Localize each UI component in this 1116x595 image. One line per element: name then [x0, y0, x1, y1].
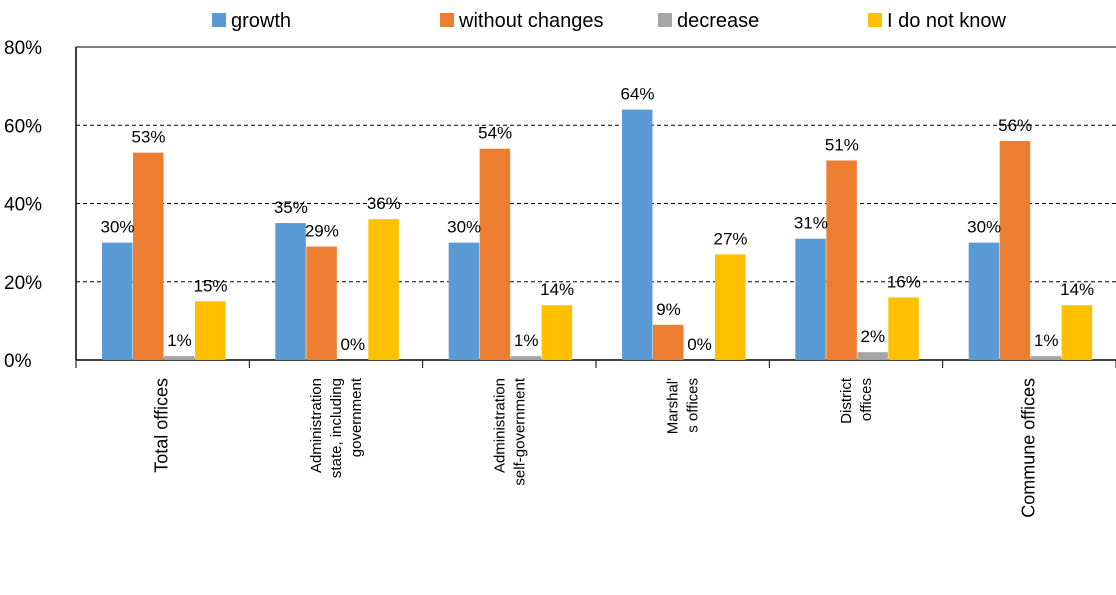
- data-label: 64%: [620, 85, 654, 104]
- bar-growth: [102, 242, 133, 360]
- legend-swatch: [440, 13, 454, 27]
- legend-label: decrease: [677, 10, 759, 32]
- category-label: Administration self-government: [491, 377, 528, 485]
- category-label-line: s offices: [685, 378, 702, 433]
- category-label-line: District: [838, 377, 855, 424]
- bar-decrease: [857, 352, 888, 360]
- category-label-line: Administration: [308, 378, 325, 473]
- y-tick-label: 60%: [4, 116, 42, 137]
- bar-growth: [275, 223, 306, 360]
- category-label: Marshal' s offices: [665, 378, 702, 434]
- category-label-line: Marshal': [665, 378, 682, 434]
- data-label: 35%: [274, 198, 308, 217]
- bar-i-do-not-know: [195, 301, 226, 360]
- x-axis: Total offices Administration state, includ…: [75, 360, 1116, 518]
- bar-i-do-not-know: [368, 219, 399, 360]
- bar-i-do-not-know: [541, 305, 573, 360]
- legend-swatch: [658, 13, 672, 27]
- y-tick-label: 20%: [4, 273, 42, 294]
- bar-i-do-not-know: [888, 297, 919, 360]
- bar-i-do-not-know: [1061, 305, 1093, 360]
- bar-i-do-not-know: [715, 254, 746, 360]
- bar-decrease: [510, 356, 542, 360]
- bar-without-changes: [653, 324, 684, 360]
- data-label: 29%: [305, 222, 339, 241]
- bar-growth: [795, 238, 826, 360]
- data-label: 0%: [687, 335, 712, 354]
- data-label: 14%: [1060, 280, 1094, 299]
- category-label-line: government: [348, 377, 365, 457]
- data-label: 30%: [100, 218, 134, 237]
- category-label-line: Administration: [491, 378, 508, 473]
- category-label-line: offices: [858, 378, 875, 421]
- data-label: 1%: [1034, 331, 1059, 350]
- legend-label: I do not know: [887, 10, 1007, 32]
- data-label: 36%: [367, 194, 401, 213]
- y-axis: 80% 60% 40% 20% 0%: [4, 38, 77, 372]
- data-label: 14%: [540, 280, 574, 299]
- category-label: Commune offices: [1018, 378, 1038, 518]
- data-label: 30%: [447, 218, 481, 237]
- data-label: 1%: [167, 331, 192, 350]
- bars: [102, 109, 1093, 360]
- bar-without-changes: [479, 148, 511, 360]
- data-label: 2%: [861, 327, 886, 346]
- data-label: 31%: [794, 214, 828, 233]
- data-label: 9%: [656, 300, 681, 319]
- data-label: 0%: [341, 335, 366, 354]
- bar-without-changes: [826, 160, 857, 360]
- category-label-line: state, including: [328, 378, 345, 478]
- category-label-line: self-government: [511, 377, 528, 485]
- data-label: 56%: [998, 116, 1032, 135]
- category-label: Administration state, including government: [308, 377, 365, 478]
- bar-without-changes: [133, 152, 164, 360]
- bar-growth: [448, 242, 480, 360]
- y-tick-label: 40%: [4, 195, 42, 216]
- bar-without-changes: [999, 140, 1031, 360]
- bar-decrease: [164, 356, 195, 360]
- data-label: 15%: [193, 276, 227, 295]
- category-label: District offices: [838, 377, 875, 424]
- bar-growth: [622, 109, 653, 360]
- data-label: 30%: [967, 218, 1001, 237]
- y-tick-label: 0%: [4, 351, 32, 372]
- data-label: 51%: [825, 135, 859, 154]
- data-label: 16%: [887, 272, 921, 291]
- category-label-line: Total offices: [152, 378, 172, 473]
- legend: growth without changes decrease I do not kn…: [212, 10, 1007, 32]
- category-label: Total offices: [152, 378, 172, 473]
- bar-decrease: [1030, 356, 1062, 360]
- legend-swatch: [868, 13, 882, 27]
- bar-without-changes: [306, 246, 337, 360]
- data-label: 1%: [514, 331, 539, 350]
- legend-label: growth: [231, 10, 291, 32]
- legend-swatch: [212, 13, 226, 27]
- gridlines: [76, 46, 1116, 361]
- bar-growth: [968, 242, 1000, 360]
- data-label: 53%: [131, 128, 165, 147]
- legend-label: without changes: [458, 10, 604, 32]
- data-labels: 30% 35% 30% 64% 31% 30% 53% 29% 54% 9% 51% 56% 1% 0% 1…: [100, 85, 1094, 354]
- data-label: 54%: [478, 124, 512, 143]
- y-tick-label: 80%: [4, 38, 42, 59]
- data-label: 27%: [713, 229, 747, 248]
- category-label-line: Commune offices: [1018, 378, 1038, 518]
